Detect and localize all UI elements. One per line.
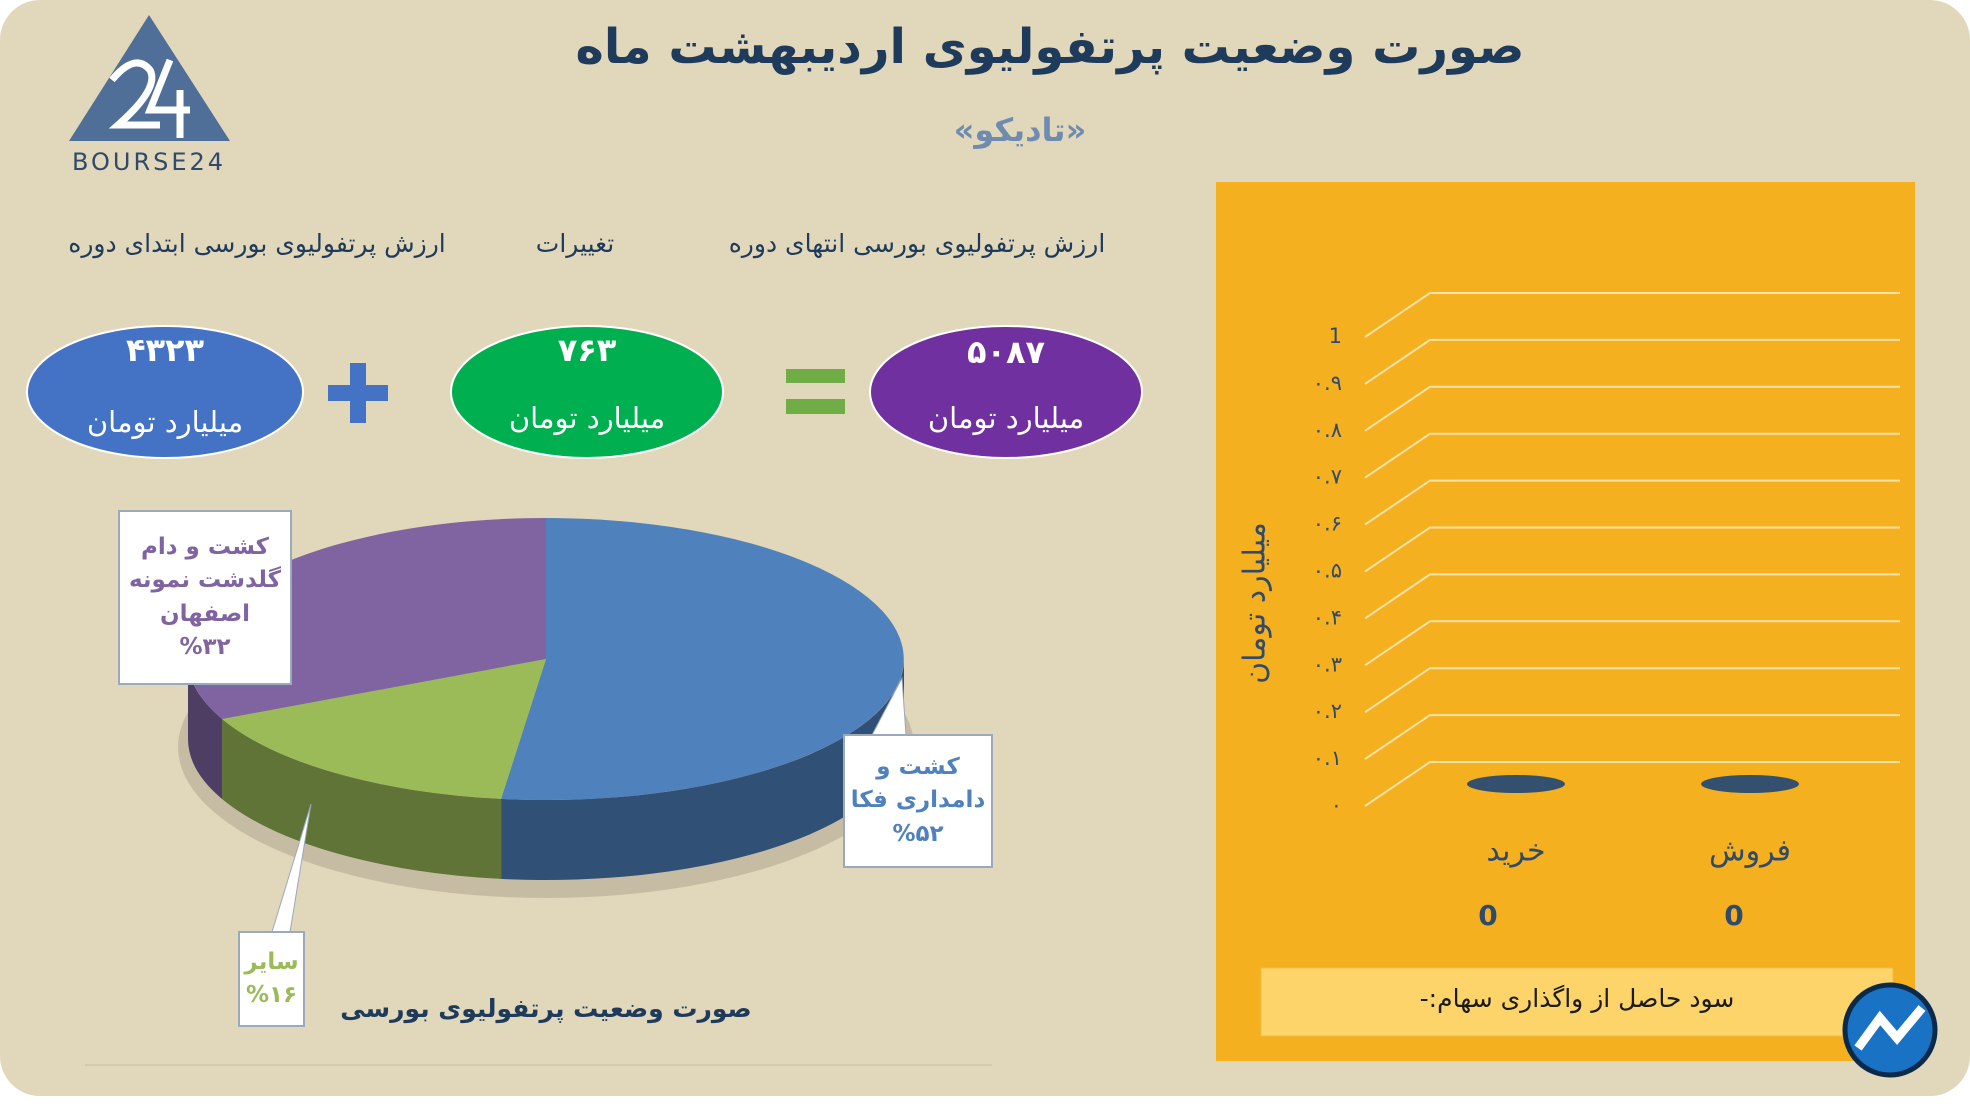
subtitle: «تادیکو» [954, 111, 1086, 149]
data-label: کشت و دامداری فکا %۵۲ [848, 735, 988, 867]
grid-line [1364, 292, 1900, 338]
data-label-text: کشت و دامداری فکا %۵۲ [848, 735, 988, 867]
category-label: کشت و دامداری فکا [850, 753, 986, 814]
equation-value: ۵۰۸۷ [967, 333, 1046, 371]
value-label: 0 [1478, 899, 1497, 932]
pie-slice-side [222, 719, 502, 879]
y-tick-label: ۰.۶ [1313, 512, 1342, 536]
y-tick-label: ۰.۱ [1313, 746, 1342, 770]
data-label-text: کشت و دام گلدشت نمونه اصفهان %۳۲ [123, 511, 287, 684]
y-tick-label: ۰.۲ [1313, 699, 1342, 723]
category-label: کشت و دام گلدشت نمونه اصفهان [128, 533, 282, 627]
grid-line [1364, 526, 1900, 573]
grid-line [1364, 620, 1900, 667]
equation-bubble [450, 325, 724, 459]
y-tick-label: ۰.۳ [1313, 652, 1342, 676]
equation-caption: ارزش پرتفولیوی بورسی ابتدای دوره [68, 229, 446, 259]
logo-text: BOURSE24 [72, 148, 226, 176]
note: سود حاصل از واگذاری سهام:- [1420, 984, 1735, 1014]
y-tick-label: ۰.۹ [1313, 371, 1342, 395]
equation-value: ۷۶۳ [558, 331, 617, 369]
grid-line [1364, 385, 1900, 432]
category-label: سایر [244, 948, 299, 975]
equation-bubble [869, 325, 1143, 459]
data-label-box [118, 510, 292, 685]
y-tick-label: ۰.۷ [1313, 465, 1342, 489]
grid-line [1364, 667, 1900, 714]
y-tick-label: ۰.۴ [1313, 605, 1342, 629]
corner-icon-arrow [1854, 1005, 1926, 1051]
data-label-text: سایر %۱۶ [243, 932, 300, 1026]
y-axis-label: میلیارد تومان [1238, 522, 1273, 684]
data-label-box [238, 931, 305, 1027]
grid-line [1364, 479, 1900, 526]
grid-line [1364, 761, 1900, 807]
value-label: 0 [1724, 899, 1743, 932]
plus-sign [350, 363, 366, 423]
value-label: %۱۶ [245, 982, 298, 1008]
data-label: سایر %۱۶ [243, 932, 300, 1026]
y-tick-label: ۰ [1331, 793, 1342, 817]
grid-line [1364, 573, 1900, 620]
pie-slice-side [501, 659, 904, 881]
value-label: %۵۲ [892, 820, 944, 847]
value-label: %۳۲ [179, 633, 231, 660]
pie-title: صورت وضعیت پرتفولیوی بورسی [340, 994, 751, 1024]
pie-slice [222, 659, 546, 799]
equation-value: ۴۳۲۳ [126, 331, 205, 369]
equals-sign [786, 399, 845, 414]
equation-caption: ارزش پرتفولیوی بورسی انتهای دوره [729, 229, 1106, 259]
equals-sign [786, 369, 845, 383]
pie-slice [501, 518, 904, 800]
equation-unit: میلیارد تومان [928, 401, 1084, 435]
y-tick-label: ۰.۸ [1313, 418, 1342, 442]
equation-caption: تغییرات [536, 229, 614, 258]
data-label-box [843, 734, 993, 868]
grid-line [1364, 714, 1900, 760]
equation-bubble [26, 325, 304, 459]
bar-cap [1701, 775, 1799, 793]
data-label: کشت و دام گلدشت نمونه اصفهان %۳۲ [123, 511, 287, 684]
bar-cap [1467, 775, 1565, 793]
x-tick-label: فروش [1709, 834, 1791, 869]
title: صورت وضعیت پرتفولیوی اردیبهشت ماه [576, 19, 1525, 75]
x-tick-label: خرید [1486, 834, 1545, 869]
y-tick-label: ۰.۵ [1313, 559, 1342, 583]
pie-slice-side [188, 659, 223, 799]
equation-unit: میلیارد تومان [87, 405, 243, 439]
y-tick-label: 1 [1329, 324, 1342, 348]
equation-unit: میلیارد تومان [509, 401, 665, 435]
logo-mark [108, 58, 190, 138]
grid-line [1364, 432, 1900, 479]
grid-line [1364, 338, 1900, 385]
